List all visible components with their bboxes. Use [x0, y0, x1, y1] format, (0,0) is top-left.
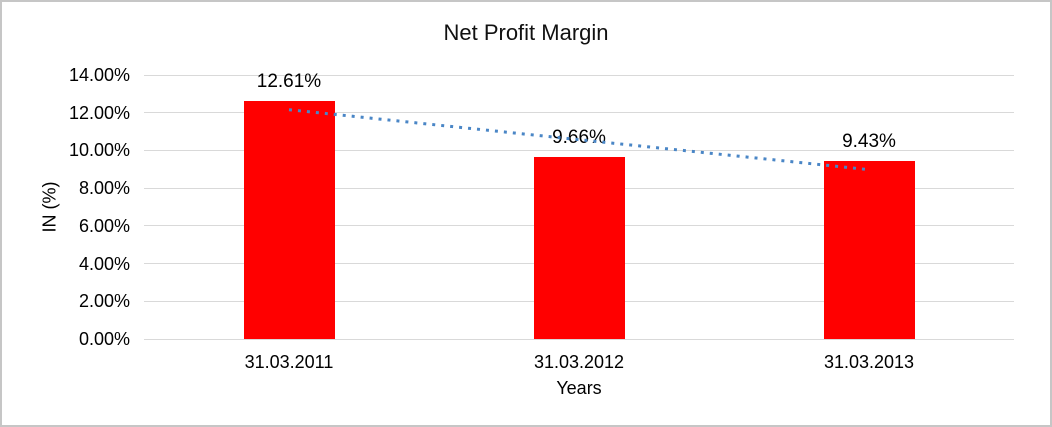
y-tick-label-0.00%: 0.00%: [78, 329, 130, 349]
trendline-segment: [288, 108, 870, 172]
y-tick-label-14.00%: 14.00%: [68, 65, 130, 85]
y-tick-label-12.00%: 12.00%: [68, 102, 130, 123]
y-tick-label-8.00%: 8.00%: [78, 178, 130, 199]
x-tick-label-31.03.2013: 31.03.2013: [823, 352, 915, 372]
x-axis-line: [144, 338, 1014, 340]
chart-title: Net Profit Margin: [443, 20, 609, 45]
plot-area: 12.61% 9.66% 9.43%: [144, 71, 1014, 340]
value-label-31.03.2011: 12.61%: [256, 71, 322, 93]
gridline-12.00%: [144, 112, 1014, 114]
value-label-31.03.2012: 9.66%: [552, 126, 606, 148]
value-label-31.03.2013: 9.43%: [842, 131, 896, 153]
bar-31.03.2012: [533, 156, 625, 339]
y-tick-label-2.00%: 2.00%: [78, 291, 130, 312]
gridline-10.00%: [144, 149, 1014, 151]
y-tick-label-6.00%: 6.00%: [78, 215, 130, 236]
y-tick-label-4.00%: 4.00%: [78, 253, 130, 274]
trendline: [288, 108, 870, 172]
x-tick-label-31.03.2011: 31.03.2011: [244, 352, 334, 372]
bar-31.03.2013: [823, 161, 915, 339]
x-tick-label-31.03.2012: 31.03.2012: [533, 352, 625, 372]
gridline-14.00%: [144, 74, 1014, 76]
y-tick-label-10.00%: 10.00%: [68, 140, 130, 161]
bar-31.03.2011: [243, 101, 335, 339]
x-axis-title: Years: [556, 378, 602, 398]
